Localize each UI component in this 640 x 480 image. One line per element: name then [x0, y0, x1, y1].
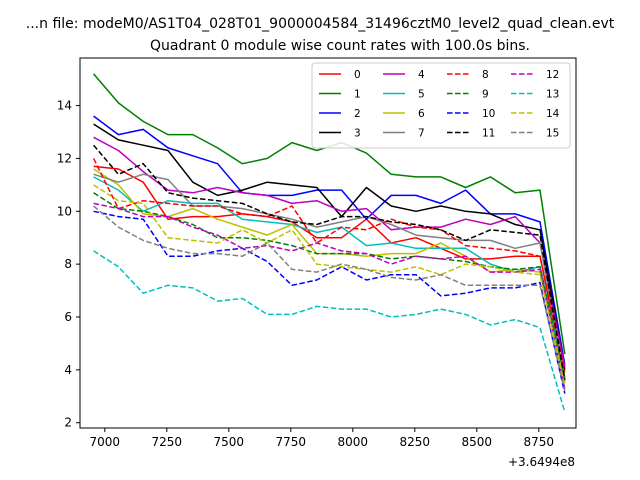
plot-frame [79, 57, 577, 429]
legend-label-9: 9 [482, 89, 489, 101]
legend-label-2: 2 [354, 108, 361, 120]
legend-label-11: 11 [482, 128, 495, 140]
series-line-15 [93, 205, 566, 392]
plot-border [79, 57, 577, 429]
y-tick-label: 14 [57, 99, 72, 113]
x-tick-label: 7750 [276, 435, 307, 449]
x-axis-offset-label: +3.6494e8 [508, 455, 575, 469]
x-tick-label: 8500 [462, 435, 493, 449]
legend-label-1: 1 [354, 89, 361, 101]
x-tick-label: 8250 [400, 435, 431, 449]
legend-label-6: 6 [418, 108, 425, 120]
y-tick-label: 4 [64, 363, 72, 377]
x-tick-label: 8000 [338, 435, 369, 449]
series-line-13 [93, 250, 566, 413]
series-line-7 [93, 173, 566, 381]
x-tick-label: 7250 [152, 435, 183, 449]
series-line-3 [93, 123, 566, 371]
series-line-4 [93, 136, 566, 368]
chart-title: Quadrant 0 module wise count rates with … [150, 38, 530, 54]
legend-label-4: 4 [418, 69, 425, 81]
x-tick-label: 7000 [90, 435, 121, 449]
x-tick-label: 8750 [524, 435, 555, 449]
series-line-12 [93, 202, 566, 389]
file-title: ...n file: modeM0/AS1T04_028T01_90000045… [26, 16, 615, 32]
legend-box [311, 62, 571, 149]
y-tick-label: 2 [64, 416, 72, 430]
y-tick-label: 10 [57, 204, 72, 218]
legend-label-7: 7 [418, 128, 425, 140]
legend-label-5: 5 [418, 89, 425, 101]
series-line-2 [93, 115, 566, 365]
x-tick-label: 7500 [214, 435, 245, 449]
legend-label-3: 3 [354, 128, 361, 140]
legend-label-8: 8 [482, 69, 489, 81]
legend-label-14: 14 [546, 108, 560, 120]
series-line-11 [93, 144, 566, 381]
legend-label-15: 15 [546, 128, 559, 140]
y-tick-label: 6 [64, 310, 72, 324]
legend-label-0: 0 [354, 69, 361, 81]
series-line-10 [93, 210, 566, 394]
y-tick-label: 12 [57, 151, 72, 165]
axis-ticks: 7000 7250 7500 7750 8000 8250 8500 8750 2 4 6 8 10 12… [57, 99, 554, 449]
legend-label-13: 13 [546, 89, 559, 101]
legend-label-10: 10 [482, 108, 495, 120]
legend-label-12: 12 [546, 69, 559, 81]
series-lines [92, 73, 566, 413]
series-line-14 [93, 184, 566, 386]
series-line-5 [93, 176, 566, 378]
y-tick-label: 8 [64, 257, 72, 271]
